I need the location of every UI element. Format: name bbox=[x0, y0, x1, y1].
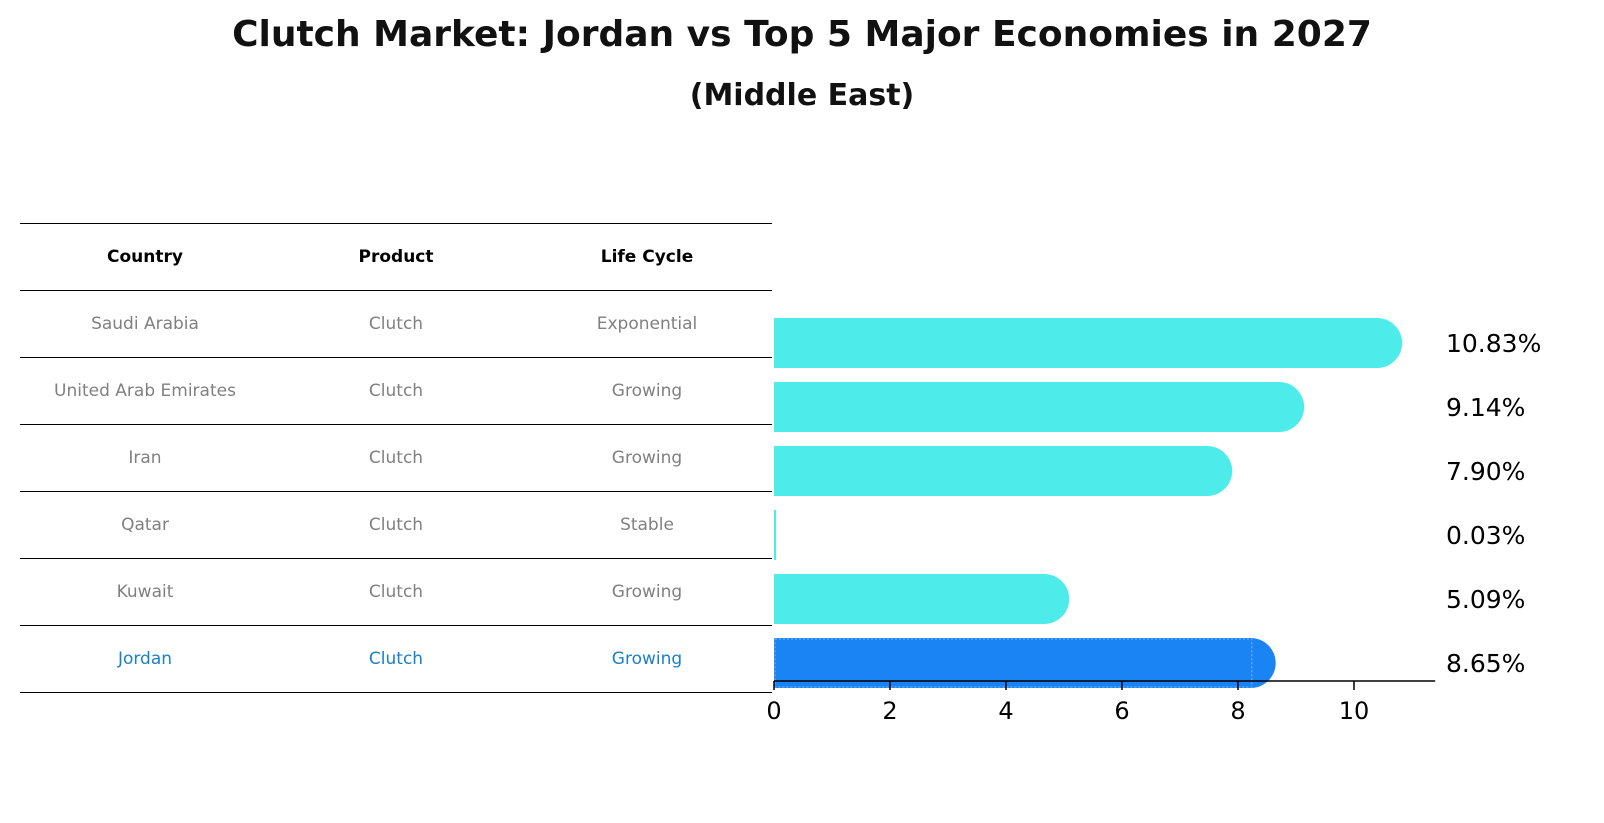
data-label: 9.14% bbox=[1446, 393, 1525, 422]
x-tick-label: 6 bbox=[1114, 697, 1129, 725]
bar-kuwait bbox=[774, 574, 1070, 624]
table-row: Qatar Clutch Stable bbox=[20, 491, 772, 558]
cell-product: Clutch bbox=[368, 448, 424, 468]
cell-country: Qatar bbox=[121, 515, 169, 535]
x-tick-label: 4 bbox=[998, 697, 1013, 725]
cell-product: Clutch bbox=[368, 314, 424, 334]
cell-product: Clutch bbox=[368, 582, 424, 602]
cell-life-cycle: Growing bbox=[611, 582, 683, 602]
cell-life-cycle: Growing bbox=[611, 381, 683, 401]
header-country: Country bbox=[107, 247, 183, 267]
table-row: Iran Clutch Growing bbox=[20, 424, 772, 491]
data-label: 5.09% bbox=[1446, 585, 1525, 614]
highlight-outline bbox=[774, 638, 1253, 688]
cell-product: Clutch bbox=[368, 381, 424, 401]
cell-country: Saudi Arabia bbox=[91, 314, 199, 334]
table-row: United Arab Emirates Clutch Growing bbox=[20, 357, 772, 424]
table-row: Saudi Arabia Clutch Exponential bbox=[20, 290, 772, 357]
bar-iran bbox=[774, 446, 1233, 496]
cell-life-cycle: Growing bbox=[611, 649, 683, 669]
bar-qatar bbox=[774, 510, 776, 560]
chart-subtitle: (Middle East) bbox=[689, 78, 915, 113]
bar-united-arab-emirates bbox=[774, 382, 1305, 432]
market-table: Country Product Life Cycle Saudi Arabia … bbox=[20, 223, 772, 693]
header-product: Product bbox=[358, 247, 434, 267]
x-tick-label: 2 bbox=[882, 697, 897, 725]
bar-jordan bbox=[774, 638, 1276, 688]
table-row: Kuwait Clutch Growing bbox=[20, 558, 772, 625]
x-tick-label: 10 bbox=[1339, 697, 1370, 725]
cell-product: Clutch bbox=[368, 515, 424, 535]
cell-life-cycle: Stable bbox=[620, 515, 674, 535]
cell-country: Iran bbox=[128, 448, 162, 468]
data-label: 8.65% bbox=[1446, 649, 1525, 678]
chart-title: Clutch Market: Jordan vs Top 5 Major Eco… bbox=[232, 14, 1372, 55]
data-label: 0.03% bbox=[1446, 521, 1525, 550]
cell-life-cycle: Exponential bbox=[596, 314, 698, 334]
x-tick-label: 0 bbox=[766, 697, 781, 725]
data-label: 7.90% bbox=[1446, 457, 1525, 486]
x-tick-label: 8 bbox=[1230, 697, 1245, 725]
cell-country: Kuwait bbox=[116, 582, 174, 602]
header-life-cycle: Life Cycle bbox=[600, 247, 694, 267]
table-row-highlight: Jordan Clutch Growing bbox=[20, 625, 772, 693]
cell-life-cycle: Growing bbox=[611, 448, 683, 468]
bar-chart: 10.83% 9.14% 7.90% 0.03% 5.09% 8.65% 0 2 4 6 8 10 bbox=[766, 318, 1541, 725]
table-header-row: Country Product Life Cycle bbox=[20, 223, 772, 290]
bar-saudi-arabia bbox=[774, 318, 1403, 368]
data-label: 10.83% bbox=[1446, 329, 1541, 358]
cell-country: United Arab Emirates bbox=[54, 381, 236, 401]
cell-country: Jordan bbox=[117, 649, 173, 669]
cell-product: Clutch bbox=[368, 649, 424, 669]
